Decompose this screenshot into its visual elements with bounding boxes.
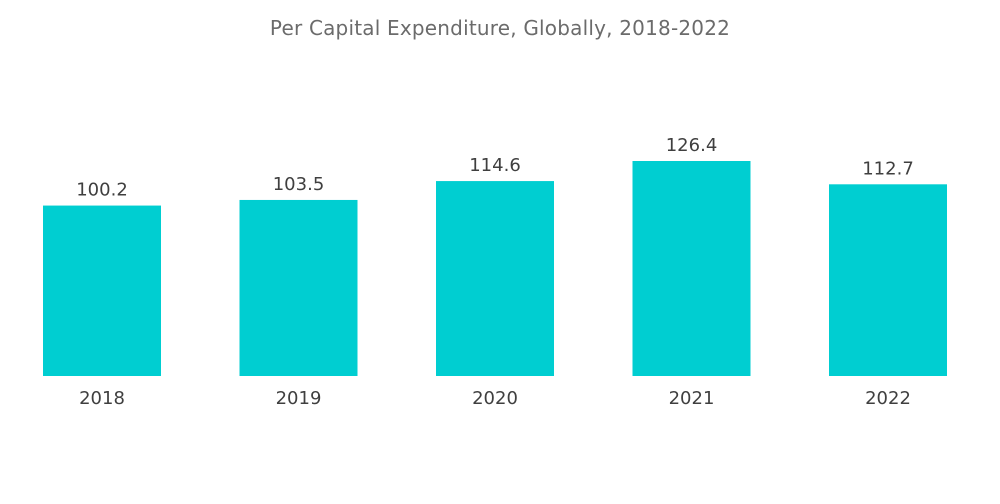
chart-title: Per Capital Expenditure, Globally, 2018-… bbox=[269, 16, 731, 40]
x-tick-label-2022: 2022 bbox=[865, 388, 911, 409]
x-tick-label-2020: 2020 bbox=[472, 388, 518, 409]
bar-2019 bbox=[239, 199, 358, 376]
x-tick-label-2018: 2018 bbox=[79, 388, 125, 409]
bar-2018 bbox=[43, 205, 161, 376]
value-label-2020: 114.6 bbox=[469, 155, 521, 176]
value-labels-group: 100.2 103.5 114.6 126.4 112.7 bbox=[76, 135, 914, 201]
bar-2020 bbox=[436, 181, 554, 376]
value-label-2018: 100.2 bbox=[76, 180, 128, 201]
bar-2021 bbox=[632, 161, 751, 376]
x-axis-ticks: 2018 2019 2020 2021 2022 bbox=[79, 388, 911, 409]
bars-group bbox=[43, 161, 947, 376]
x-tick-label-2019: 2019 bbox=[276, 388, 322, 409]
value-label-2019: 103.5 bbox=[273, 174, 325, 195]
bar-2022 bbox=[829, 184, 947, 376]
x-tick-label-2021: 2021 bbox=[669, 388, 715, 409]
value-label-2022: 112.7 bbox=[862, 158, 914, 179]
value-label-2021: 126.4 bbox=[666, 135, 718, 156]
